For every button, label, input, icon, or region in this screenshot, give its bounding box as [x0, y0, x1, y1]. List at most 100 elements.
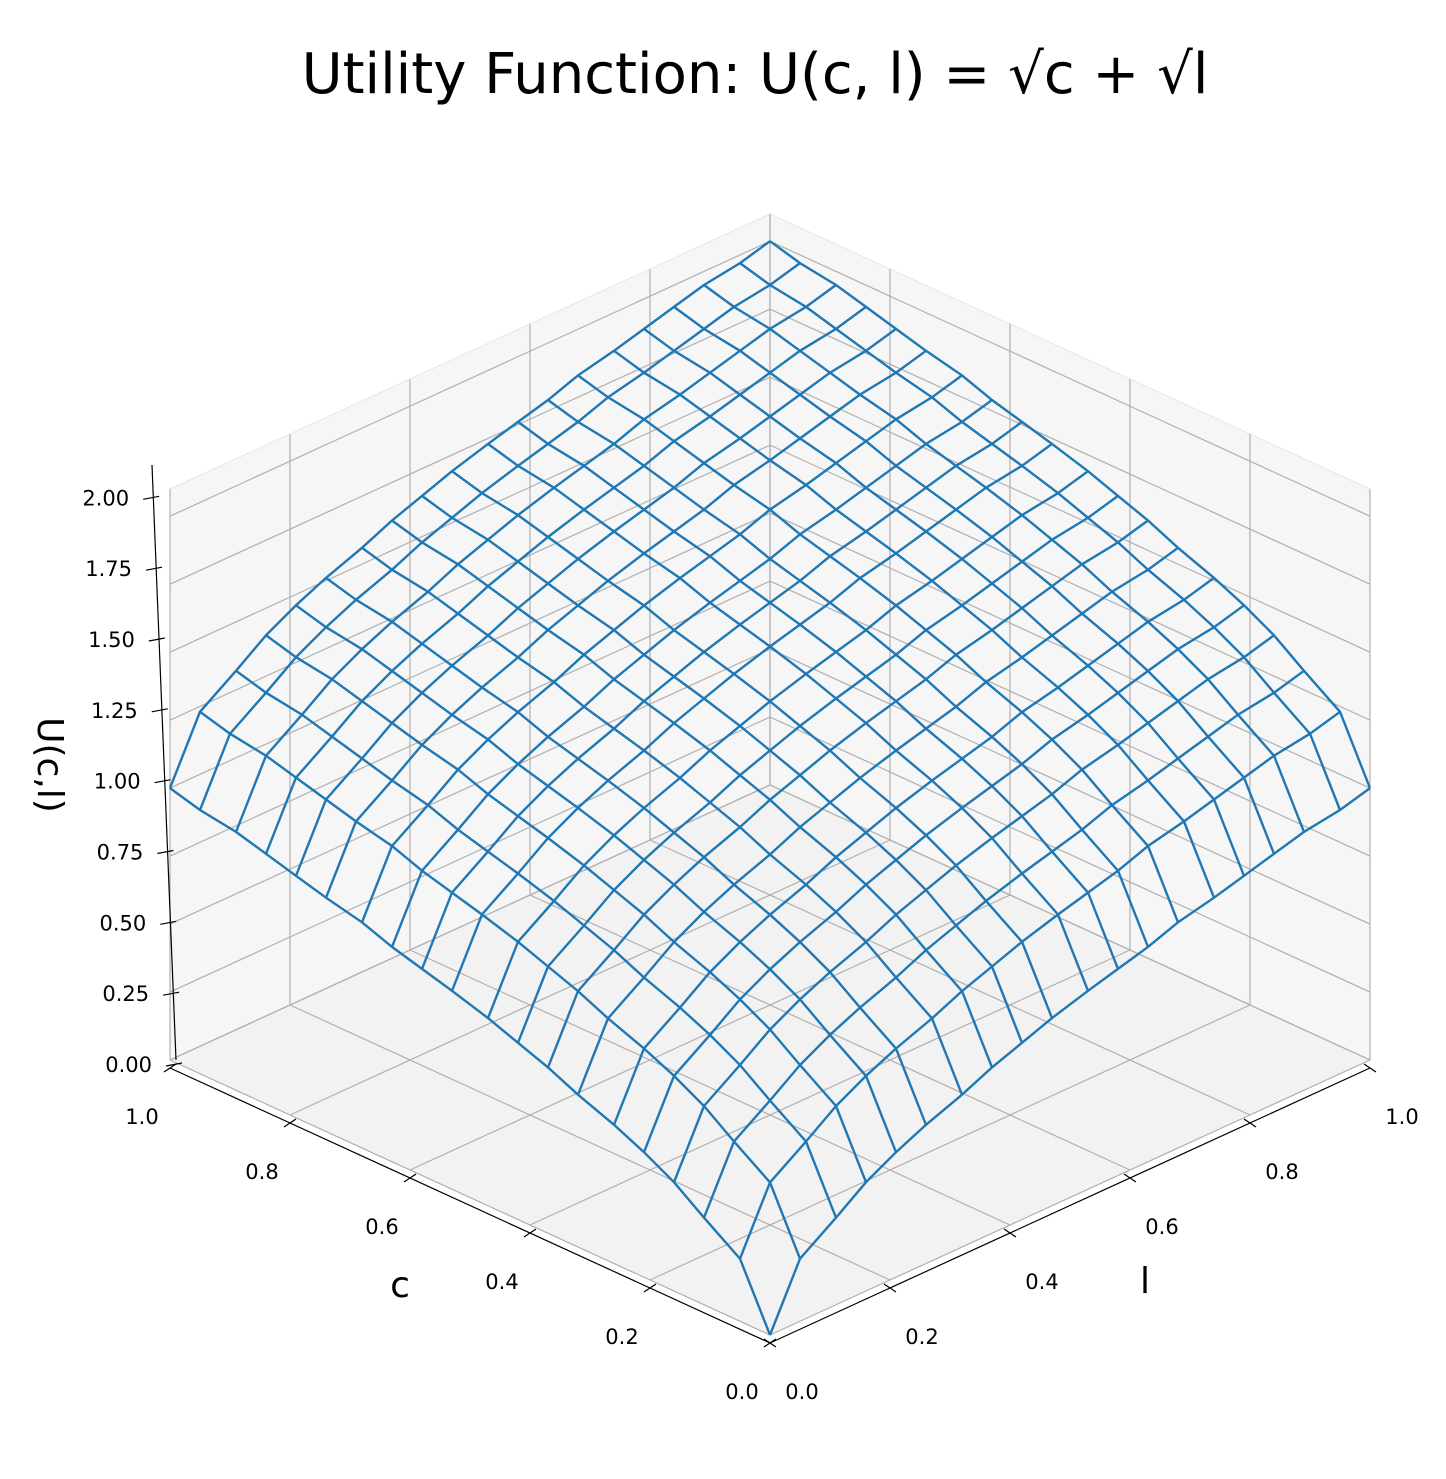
z-tick — [160, 920, 177, 925]
wire-line — [235, 669, 838, 1219]
wire-line — [739, 262, 1342, 811]
x-axis-label: c — [390, 1265, 410, 1306]
y-tick-label: 1.0 — [1385, 1105, 1418, 1129]
y-tick-label: 0.6 — [1145, 1215, 1178, 1239]
wire-line — [642, 604, 1245, 1153]
z-tick-label: 1.50 — [88, 628, 135, 652]
grid-line — [769, 648, 1371, 925]
wire-line — [168, 240, 771, 789]
wire-line — [265, 634, 868, 1183]
z-tick — [157, 849, 174, 855]
wire-line — [672, 634, 1275, 1183]
z-tick-label: 1.25 — [91, 699, 138, 723]
axes: 0.0 0.2 0.4 0.6 0.8 1.0 0.0 0.2 0.4 0.6 0.8 1.0 0.00… — [82, 464, 1419, 1404]
y-tick — [883, 1283, 897, 1293]
z-tick — [148, 637, 165, 642]
wire-line — [768, 787, 1371, 1336]
wire-line — [643, 327, 1246, 877]
grid-line — [769, 240, 1371, 517]
z-tick-label: 0.50 — [100, 911, 147, 935]
z-tick-label: 1.00 — [94, 770, 141, 794]
wire-line — [673, 305, 1276, 855]
wireframe — [168, 240, 1372, 1336]
grid-line — [769, 376, 1371, 653]
wire-line — [234, 284, 837, 833]
z-tick-label: 2.00 — [82, 486, 129, 510]
x-tick-label: 1.0 — [125, 1105, 158, 1129]
x-tick — [523, 1228, 537, 1238]
x-tick-label: 0.2 — [605, 1325, 638, 1349]
y-tick — [1363, 1063, 1377, 1073]
wire-line — [360, 374, 963, 923]
z-axis-label: U(c,l) — [29, 717, 70, 813]
y-tick-label: 0.0 — [785, 1380, 818, 1404]
wire-line — [420, 420, 1023, 970]
y-tick — [1243, 1118, 1257, 1128]
y-tick-label: 0.8 — [1265, 1160, 1298, 1184]
wire-line — [325, 576, 928, 1126]
wire-line — [324, 349, 927, 899]
grid-line — [529, 894, 1131, 1171]
grid-line — [169, 648, 771, 925]
grid-line — [409, 894, 1011, 1171]
grid-line — [169, 376, 771, 653]
wire-line — [547, 399, 1150, 948]
wire-line — [612, 576, 1215, 1126]
x-tick — [283, 1118, 297, 1128]
z-tick-label: 0.25 — [102, 982, 149, 1006]
wire-line — [486, 470, 1089, 1019]
x-axis-line — [169, 1067, 771, 1344]
y-tick — [1003, 1228, 1017, 1238]
wire-line — [576, 546, 1179, 1096]
wire-line — [703, 284, 1306, 833]
wire-line — [294, 327, 897, 877]
wire-line — [702, 669, 1305, 1219]
wire-line — [199, 710, 802, 1260]
z-tick — [151, 708, 168, 713]
x-tick-label: 0.8 — [245, 1160, 278, 1184]
wire-line — [577, 374, 1180, 923]
wire-line — [487, 442, 1090, 992]
x-tick-label: 0.6 — [365, 1215, 398, 1239]
z-axis-line — [151, 464, 177, 1061]
z-tick — [145, 566, 163, 571]
wire-line — [517, 420, 1120, 970]
wire-line — [451, 470, 1054, 1019]
wire-line — [738, 710, 1341, 1260]
x-tick — [163, 1063, 177, 1073]
wire-line — [264, 305, 867, 855]
wire-line — [198, 262, 801, 811]
grid-line — [169, 240, 771, 517]
y-tick — [1123, 1173, 1137, 1183]
y-tick — [763, 1338, 777, 1348]
z-tick-label: 1.75 — [85, 557, 132, 581]
wire-line — [450, 442, 1053, 992]
y-tick-label: 0.4 — [1025, 1270, 1058, 1294]
grid-line — [169, 1059, 771, 1336]
y-tick-label: 0.2 — [905, 1325, 938, 1349]
wire-line — [361, 546, 964, 1096]
z-tick — [143, 495, 160, 500]
x-tick-label: 0.0 — [725, 1380, 758, 1404]
wire-line — [546, 519, 1149, 1068]
z-tick — [154, 779, 171, 784]
chart-title: Utility Function: U(c, l) = √c + √l — [302, 42, 1209, 107]
wire-line — [390, 399, 993, 948]
z-tick-label: 0.00 — [105, 1053, 152, 1077]
x-tick — [403, 1173, 417, 1183]
wire-line — [516, 494, 1119, 1044]
wire-line — [421, 494, 1024, 1044]
grid-line — [529, 949, 1131, 1226]
x-tick-label: 0.4 — [485, 1270, 518, 1294]
wire-line — [613, 349, 1216, 899]
z-tick — [163, 991, 180, 996]
wire-line — [391, 519, 994, 1068]
wire-line — [769, 240, 1372, 789]
grid-line — [409, 949, 1011, 1226]
grid-line — [769, 1059, 1371, 1336]
grid-line — [169, 716, 771, 993]
x-tick — [643, 1283, 657, 1293]
z-tick — [165, 1062, 183, 1067]
grid-line — [769, 716, 1371, 993]
